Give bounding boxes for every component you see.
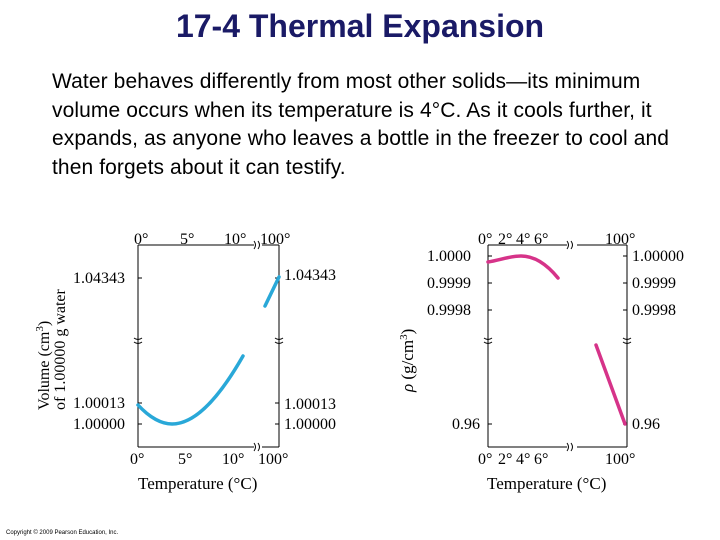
left-ytick-left-2: 1.00000 <box>73 416 125 433</box>
right-ytick-left-0: 1.0000 <box>427 248 471 265</box>
left-ytick-right-1: 1.00013 <box>284 396 336 413</box>
right-y-axis-label: ρ (g/cm3) <box>398 329 417 393</box>
right-ytick-left-2: 0.9998 <box>427 302 471 319</box>
left-xtick-bottom-2: 10° <box>222 451 244 468</box>
right-ytick-right-0: 1.00000 <box>632 248 684 265</box>
copyright-notice: Copyright © 2009 Pearson Education, Inc. <box>6 530 119 536</box>
right-xtick-top-0: 0° <box>478 231 492 248</box>
left-xtick-bottom-1: 5° <box>178 451 192 468</box>
right-x-axis-label: Temperature (°C) <box>487 474 606 493</box>
left-xtick-bottom-0: 0° <box>130 451 144 468</box>
right-ytick-right-3: 0.96 <box>632 416 660 433</box>
right-ytick-left-3: 0.96 <box>452 416 480 433</box>
right-ytick-right-2: 0.9998 <box>632 302 676 319</box>
right-xtick-bottom-1: 2° <box>498 451 512 468</box>
slide-title: 17-4 Thermal Expansion <box>175 8 545 44</box>
left-y-axis-label: Volume (cm3) of 1.00000 g water <box>34 288 69 410</box>
left-ytick-right-0: 1.04343 <box>284 267 336 284</box>
right-xtick-bottom-3: 6° <box>534 451 548 468</box>
right-ytick-left-1: 0.9999 <box>427 275 471 292</box>
right-ytick-right-1: 0.9999 <box>632 275 676 292</box>
right-xtick-top-2: 4° <box>516 231 530 248</box>
left-xtick-top-2: 10° <box>224 231 246 248</box>
volume-curve-high <box>263 275 281 308</box>
right-xtick-bottom-2: 4° <box>516 451 530 468</box>
left-xtick-top-3: 100° <box>260 231 290 248</box>
density-curve-low <box>486 254 560 280</box>
left-ytick-left-1: 1.00013 <box>73 395 125 412</box>
right-xtick-top-4: 100° <box>605 231 635 248</box>
right-xtick-bottom-0: 0° <box>478 451 492 468</box>
left-xtick-top-1: 5° <box>180 231 194 248</box>
left-xtick-bottom-3: 100° <box>258 451 288 468</box>
right-xtick-bottom-4: 100° <box>605 451 635 468</box>
left-xtick-top-0: 0° <box>134 231 148 248</box>
density-chart: 0° 2° 4° 6° 100° 0° 2° 4° 6° 100° 1.0000… <box>398 231 684 493</box>
slide-paragraph: Water behaves differently from most othe… <box>52 70 670 179</box>
right-xtick-top-3: 6° <box>534 231 548 248</box>
right-xtick-top-1: 2° <box>498 231 512 248</box>
volume-chart: 0° 5° 10° 100° 0° 5° 10° 100° 1.04343 1.… <box>34 231 336 493</box>
density-curve-high <box>594 343 627 426</box>
left-x-axis-label: Temperature (°C) <box>138 474 257 493</box>
volume-curve-low <box>136 354 245 426</box>
left-ytick-left-0: 1.04343 <box>73 270 125 287</box>
left-ytick-right-2: 1.00000 <box>284 416 336 433</box>
